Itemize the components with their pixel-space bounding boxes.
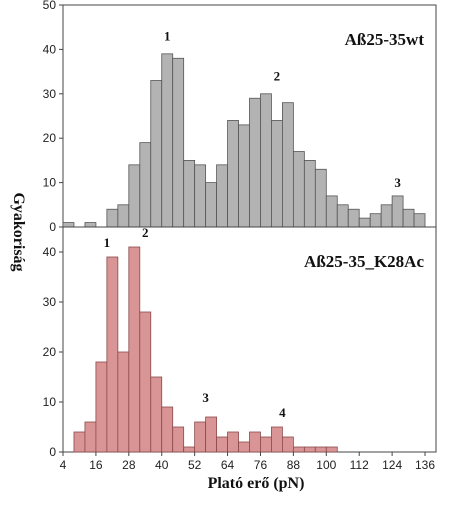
top-y-tick-label: 20 [43,131,57,145]
top-bar [282,102,294,228]
bottom-bar [271,426,283,453]
panel-bottom: 0 10 20 30 40 4 16 28 40 52 64 76 88 100 112 124 136 1 2 3 4… [43,225,437,472]
top-bar [150,80,163,228]
bottom-bar [292,446,305,453]
bottom-bar [216,436,228,453]
top-y-tick-label: 40 [43,42,57,56]
bottom-bar [161,406,174,453]
top-bar [271,120,283,228]
bottom-peak-label: 3 [202,390,209,405]
bottom-bar [194,421,207,453]
top-y-tick-label: 0 [49,220,56,234]
top-bar [336,204,349,228]
top-bar [216,164,228,228]
top-bar [106,208,119,228]
bottom-y-tick-label: 40 [43,245,57,259]
bottom-x-tick-label: 52 [188,458,202,472]
bottom-bar [139,311,152,453]
top-bar [413,213,426,228]
bottom-y-tick-label: 0 [49,445,56,459]
bottom-peak-label: 2 [142,225,149,240]
top-bar [402,208,415,228]
bottom-bar [106,256,119,453]
bottom-x-tick-label: 40 [155,458,169,472]
top-peak-label: 1 [164,29,171,44]
top-bar [249,97,261,228]
bottom-peak-label: 1 [104,235,111,250]
bottom-bar [95,361,108,453]
top-bar [391,195,404,228]
top-bar [292,151,305,228]
top-peak-label: 3 [394,175,401,190]
top-bar [62,222,75,228]
bottom-x-tick-label: 100 [316,458,336,472]
top-y-tick-label: 10 [43,176,57,190]
bottom-x-tick-label: 64 [221,458,235,472]
top-bar [183,159,196,228]
bottom-bar [150,376,163,453]
bottom-bar [172,426,185,453]
panel-top: 0 10 20 30 40 50 1 2 3 Aß25-35wt [43,0,437,234]
top-bar [205,182,217,228]
top-peak-label: 2 [274,68,281,83]
bottom-panel-title: Aß25-35_K28Ac [304,252,424,271]
bottom-x-tick-label: 124 [382,458,402,472]
top-y-tick-label: 30 [43,87,57,101]
bottom-bar [238,441,250,453]
bottom-bar [325,446,338,453]
top-bar [358,217,371,228]
top-bar [380,204,393,228]
y-axis-label: Gyakoriság [10,192,27,271]
top-bar [303,159,316,228]
bottom-bar [249,431,261,453]
bottom-bar [282,436,294,453]
bottom-x-tick-label: 136 [415,458,435,472]
bottom-y-tick-label: 20 [43,345,57,359]
top-bar [238,124,250,228]
bottom-bar [260,436,272,453]
top-bar [172,57,185,228]
bottom-bar [128,246,141,453]
top-bar [314,168,327,228]
top-y-tick-label: 50 [43,0,57,12]
bottom-x-tick-label: 76 [254,458,268,472]
top-bar [325,195,338,228]
top-bar [117,204,130,228]
bottom-bar [314,446,327,453]
top-bar [139,142,152,228]
bottom-bar [117,351,130,453]
bottom-bar [227,431,239,453]
top-bar [369,213,382,228]
bottom-x-tick-label: 4 [60,458,67,472]
bottom-x-tick-label: 112 [350,458,369,472]
bottom-bar [183,446,196,453]
bottom-bar [303,446,316,453]
x-axis-label: Plató erő (pN) [208,475,305,492]
top-panel-title: Aß25-35wt [345,30,425,49]
bottom-bar [84,421,97,453]
bottom-bar [73,431,86,453]
bottom-y-tick-label: 10 [43,395,57,409]
top-bar [84,222,97,228]
top-bar [194,164,207,228]
top-bar [260,93,272,228]
top-bar [347,208,360,228]
bottom-x-tick-label: 28 [122,458,136,472]
bottom-x-tick-label: 16 [89,458,103,472]
top-bar [227,120,239,228]
bottom-bar [205,416,217,453]
top-bar [128,164,141,228]
bottom-x-tick-label: 88 [287,458,301,472]
bottom-peak-label: 4 [279,405,286,420]
top-bar [161,53,174,228]
bottom-y-tick-label: 30 [43,295,57,309]
